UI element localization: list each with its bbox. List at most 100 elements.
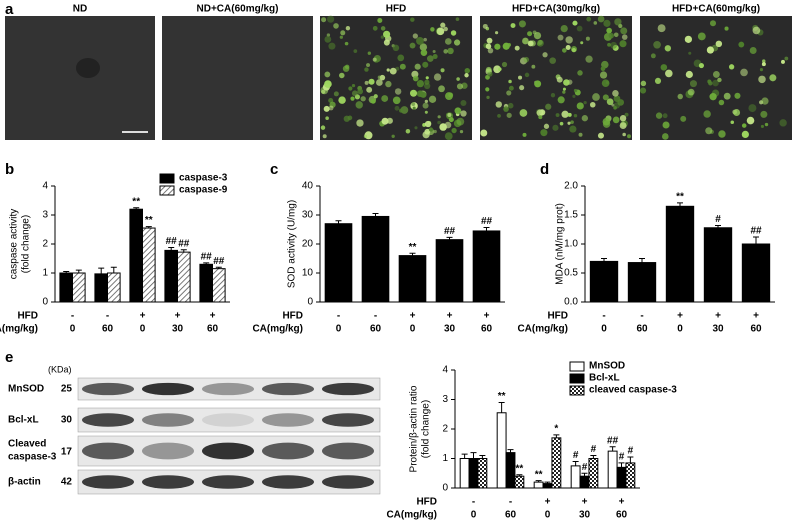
panel-label: d bbox=[540, 161, 549, 178]
y-tick-label: 30 bbox=[302, 210, 314, 221]
cell bbox=[364, 80, 369, 85]
cell bbox=[680, 115, 687, 122]
x-tick-label: 0 bbox=[677, 324, 683, 335]
panel-label: e bbox=[5, 349, 13, 366]
cell bbox=[323, 105, 330, 112]
row-label: HFD bbox=[547, 311, 568, 322]
cell bbox=[518, 75, 523, 80]
bar bbox=[533, 481, 544, 489]
cell bbox=[507, 42, 512, 47]
unit-label: (KDa) bbox=[48, 364, 72, 374]
kda-label: 30 bbox=[61, 415, 73, 426]
error-bar bbox=[483, 226, 490, 231]
cell bbox=[381, 95, 389, 102]
cell bbox=[524, 72, 530, 78]
error-bar bbox=[110, 266, 117, 273]
error-bar bbox=[75, 269, 82, 273]
cell bbox=[570, 120, 574, 124]
annotation: # bbox=[628, 446, 634, 457]
cell bbox=[545, 103, 552, 110]
cell bbox=[424, 99, 428, 104]
cell bbox=[464, 73, 469, 78]
y-axis-label: Protein/β-actin ratio bbox=[409, 385, 420, 472]
x-tick-label: 60 bbox=[102, 324, 114, 335]
cell bbox=[455, 17, 460, 21]
band bbox=[82, 475, 134, 489]
band bbox=[82, 442, 134, 460]
cell bbox=[433, 129, 437, 134]
bar bbox=[435, 239, 464, 303]
micrograph bbox=[640, 16, 792, 140]
cell bbox=[552, 124, 559, 131]
cell bbox=[542, 52, 548, 58]
bar bbox=[588, 458, 599, 489]
cell bbox=[555, 113, 560, 117]
cell bbox=[522, 37, 529, 45]
cell bbox=[497, 113, 501, 118]
cell bbox=[409, 42, 416, 49]
cell bbox=[602, 117, 611, 126]
cell bbox=[567, 112, 572, 117]
band bbox=[142, 413, 194, 427]
x-tick-label: 30 bbox=[444, 324, 456, 335]
cell bbox=[487, 47, 494, 54]
x-row-label: + bbox=[484, 311, 490, 322]
x-tick-label: 30 bbox=[579, 510, 591, 521]
cell bbox=[585, 55, 593, 63]
cell bbox=[622, 132, 626, 137]
x-row-label: + bbox=[715, 311, 721, 322]
bar bbox=[477, 458, 488, 489]
bar bbox=[398, 255, 427, 303]
cell bbox=[531, 64, 536, 69]
cell bbox=[377, 17, 383, 23]
row-label: HFD bbox=[282, 311, 303, 322]
band bbox=[322, 475, 374, 489]
cell bbox=[350, 96, 355, 101]
cell bbox=[456, 117, 465, 126]
row-label: CA(mg/kg) bbox=[517, 324, 568, 335]
cell bbox=[563, 79, 570, 86]
y-tick-label: 0.0 bbox=[564, 297, 578, 308]
cell bbox=[416, 37, 424, 45]
annotation: # bbox=[715, 214, 721, 225]
cell bbox=[368, 78, 375, 85]
annotation: ** bbox=[535, 469, 543, 480]
error-bar bbox=[507, 449, 514, 453]
x-row-label: - bbox=[602, 311, 605, 322]
x-row-label: + bbox=[410, 311, 416, 322]
cell bbox=[422, 102, 429, 109]
cell bbox=[392, 44, 400, 52]
cell bbox=[602, 94, 609, 101]
cell bbox=[665, 69, 673, 78]
error-bar bbox=[63, 271, 70, 273]
micrograph bbox=[162, 16, 313, 140]
kda-label: 17 bbox=[61, 447, 73, 458]
cell bbox=[653, 40, 661, 49]
cell bbox=[784, 56, 789, 61]
cell bbox=[380, 35, 385, 39]
cell bbox=[373, 94, 378, 99]
cell bbox=[606, 27, 613, 34]
row-label: caspase-3 bbox=[8, 452, 57, 463]
row-label: HFD bbox=[416, 497, 437, 508]
y-tick-label: 2 bbox=[42, 239, 48, 250]
error-bar bbox=[446, 236, 453, 240]
cell bbox=[559, 121, 564, 126]
cell bbox=[612, 90, 619, 97]
cell bbox=[703, 110, 711, 118]
bar bbox=[164, 249, 178, 303]
cell bbox=[613, 105, 617, 110]
cell bbox=[523, 56, 530, 63]
kda-label: 42 bbox=[61, 477, 73, 488]
y-tick-label: 1 bbox=[42, 268, 48, 279]
cell bbox=[503, 106, 509, 112]
annotation: ## bbox=[481, 216, 493, 227]
cell bbox=[348, 86, 353, 91]
cell bbox=[333, 91, 339, 97]
cell bbox=[453, 39, 461, 46]
cell bbox=[550, 93, 556, 98]
cell bbox=[485, 87, 490, 92]
x-row-label: + bbox=[753, 311, 759, 322]
legend-label: caspase-9 bbox=[179, 185, 228, 196]
cell bbox=[414, 126, 418, 130]
